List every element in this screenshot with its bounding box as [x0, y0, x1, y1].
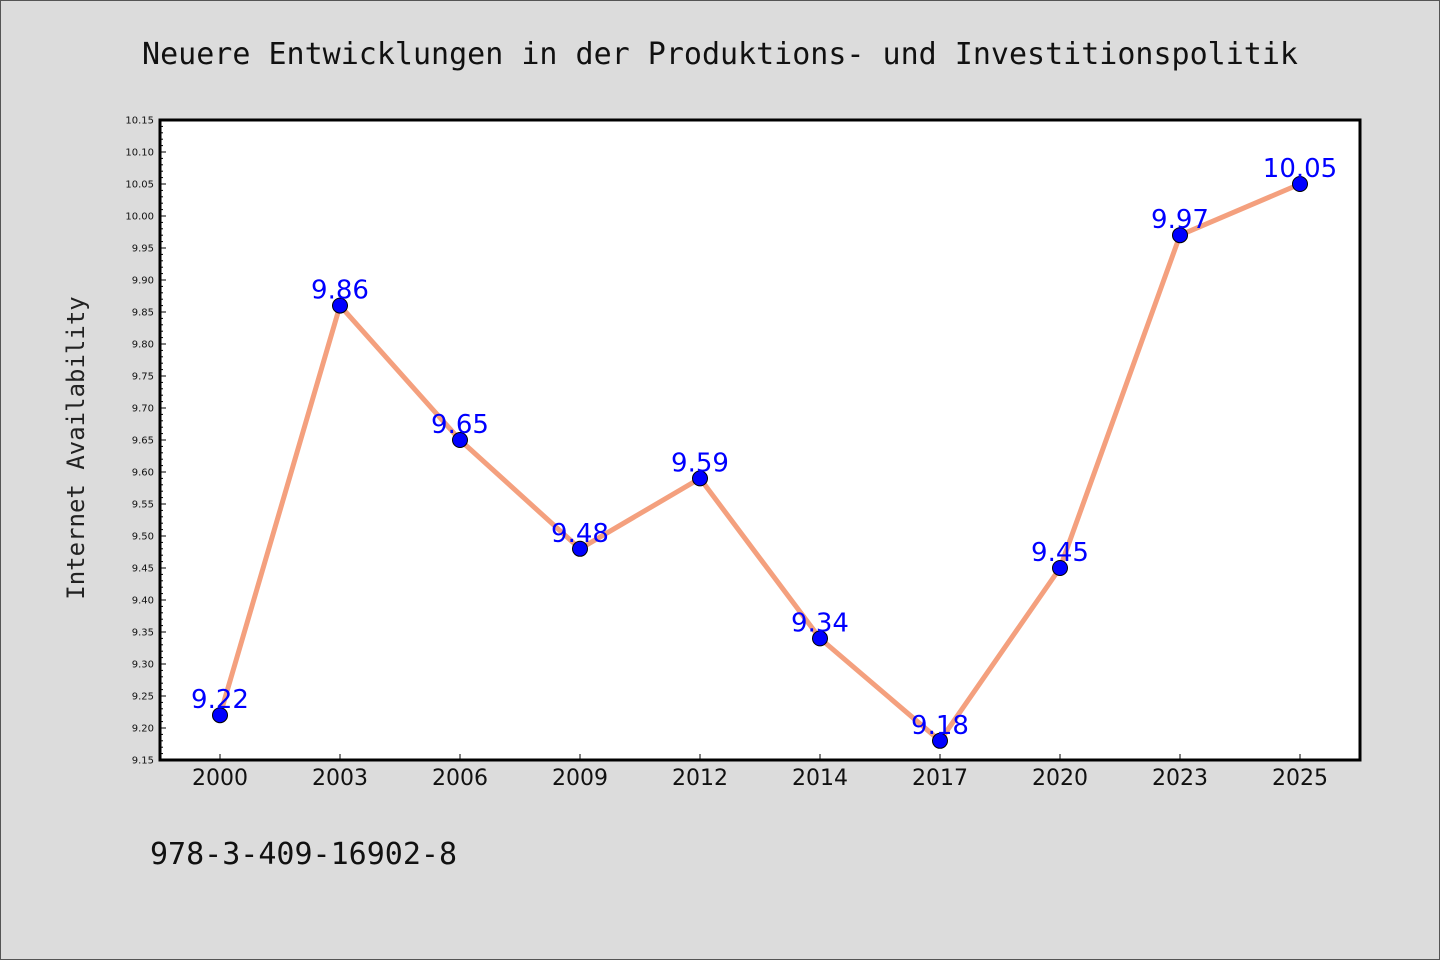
footer-isbn: 978-3-409-16902-8 [150, 837, 457, 872]
y-tick-label: 9.25 [132, 692, 154, 703]
y-tick-label: 9.15 [132, 756, 154, 767]
x-tick-label: 2006 [432, 766, 488, 791]
data-label: 9.65 [431, 410, 489, 440]
data-point [572, 540, 588, 557]
data-label: 9.48 [551, 519, 609, 549]
data-label: 10.05 [1263, 154, 1337, 184]
data-point [692, 470, 708, 487]
x-tick-label: 2003 [312, 766, 368, 791]
x-tick-label: 2023 [1152, 766, 1208, 791]
y-tick-label: 10.15 [125, 116, 154, 127]
y-tick-label: 9.40 [132, 596, 154, 607]
data-label: 9.18 [911, 711, 969, 741]
x-tick-label: 2017 [912, 766, 968, 791]
y-tick-label: 9.50 [132, 532, 154, 543]
y-tick-label: 9.45 [132, 564, 154, 575]
y-tick-label: 9.85 [132, 308, 154, 319]
y-tick-label: 9.70 [132, 404, 154, 415]
data-label: 9.22 [191, 685, 249, 715]
y-tick-label: 9.35 [132, 628, 154, 639]
data-labels: 9.22 9.86 9.65 9.48 9.59 9.34 9.18 9.45 9.97 10.0… [191, 154, 1337, 741]
y-tick-label: 9.75 [132, 372, 154, 383]
x-tick-label: 2012 [672, 766, 728, 791]
y-tick-label: 9.20 [132, 724, 154, 735]
y-tick-label: 9.65 [132, 436, 154, 447]
x-tick-label: 2025 [1272, 766, 1328, 791]
data-label: 9.97 [1151, 205, 1209, 235]
x-tick-label: 2000 [192, 766, 248, 791]
y-tick-label: 9.55 [132, 500, 154, 511]
y-axis: 9.15 9.20 9.25 9.30 9.35 9.40 9.45 9.50 9.55 9.60… [125, 116, 166, 767]
x-tick-label: 2009 [552, 766, 608, 791]
series-line-group [217, 181, 1301, 744]
x-axis: 2000 2003 2006 2009 2012 2014 2017 2020 2023 2025 [192, 754, 1328, 791]
y-tick-label: 9.60 [132, 468, 154, 479]
data-point [812, 630, 828, 647]
y-tick-label: 10.05 [125, 180, 154, 191]
x-tick-label: 2014 [792, 766, 848, 791]
y-axis-label: Internet Availability [62, 296, 90, 599]
data-label: 9.34 [791, 608, 849, 638]
data-label: 9.45 [1031, 538, 1089, 568]
data-point [1172, 227, 1188, 244]
y-tick-label: 9.95 [132, 244, 154, 255]
plot-area [158, 118, 1362, 762]
data-points [212, 176, 1308, 749]
data-label: 9.59 [671, 448, 729, 478]
y-tick-label: 10.10 [125, 148, 154, 159]
data-point [1292, 176, 1308, 192]
series-line [217, 181, 1301, 744]
x-tick-label: 2020 [1032, 766, 1088, 791]
data-point [452, 432, 468, 448]
y-tick-label: 9.90 [132, 276, 154, 287]
data-point [1052, 560, 1068, 576]
y-tick-label: 10.00 [125, 212, 154, 223]
chart-title: Neuere Entwicklungen in der Produktions-… [142, 37, 1298, 72]
y-tick-label: 9.80 [132, 340, 154, 351]
data-point [332, 297, 348, 314]
data-label: 9.86 [311, 276, 369, 306]
data-point [212, 707, 228, 724]
y-tick-label: 9.30 [132, 660, 154, 671]
data-point [932, 732, 948, 749]
